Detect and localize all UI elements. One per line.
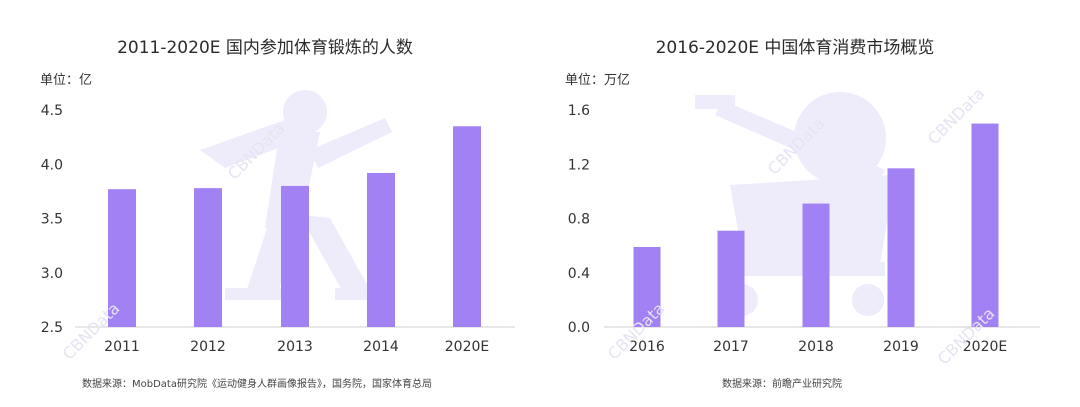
x-tick-label: 2020E [445,339,489,355]
x-tick-label: 2013 [277,339,313,355]
unit-label: 单位：亿 [40,73,92,88]
bar [281,185,309,327]
y-tick-label: 3.5 [41,212,63,228]
bar [194,188,222,327]
source-note: 数据来源：前瞻产业研究院 [722,377,842,390]
y-tick-label: 4.0 [41,157,63,173]
chart-title: 2016-2020E 中国体育消费市场概览 [656,38,935,58]
unit-label: 单位：万亿 [565,73,630,88]
x-tick-label: 2016 [629,339,665,355]
chart-title: 2011-2020E 国内参加体育锻炼的人数 [117,38,413,58]
y-tick-label: 1.6 [568,103,590,119]
x-tick-label: 2011 [104,339,140,355]
bar [367,172,395,327]
x-tick-label: 2019 [883,339,919,355]
bar [887,168,915,327]
y-tick-label: 4.5 [41,103,63,119]
y-tick-label: 0.8 [568,212,590,228]
x-tick-label: 2014 [363,339,399,355]
bar [802,203,830,327]
y-tick-label: 1.2 [568,157,590,173]
bar [108,189,136,327]
bar [633,246,661,327]
watermark-text: CBNData [934,304,999,369]
bar [717,230,745,327]
y-tick-label: 3.0 [41,266,63,282]
x-tick-label: 2012 [190,339,226,355]
y-tick-label: 0.0 [568,320,590,336]
y-tick-label: 0.4 [568,266,590,282]
x-tick-label: 2017 [713,339,749,355]
x-tick-label: 2020E [963,339,1007,355]
source-note: 数据来源：MobData研究院《运动健身人群画像报告》，国务院，国家体育总局 [82,377,432,390]
x-tick-label: 2018 [798,339,834,355]
bar [971,123,999,327]
bar [453,126,481,328]
y-tick-label: 2.5 [41,320,63,336]
